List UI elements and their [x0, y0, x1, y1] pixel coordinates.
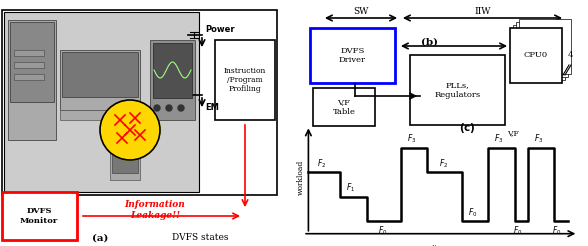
- Text: $F_2$: $F_2$: [317, 157, 326, 170]
- Text: $F_3$: $F_3$: [534, 133, 543, 145]
- Bar: [519, 19, 571, 74]
- Bar: [215, 40, 275, 120]
- Text: DVFS
Monitor: DVFS Monitor: [20, 207, 58, 225]
- Text: 4: 4: [568, 51, 573, 59]
- Bar: [110, 130, 140, 180]
- Text: $F_0$: $F_0$: [467, 207, 477, 219]
- Text: $F_3$: $F_3$: [407, 133, 416, 145]
- Text: workload: workload: [296, 159, 305, 195]
- Text: CPU0: CPU0: [524, 51, 548, 59]
- Text: $F_0$: $F_0$: [513, 225, 522, 237]
- Bar: [410, 55, 505, 125]
- Text: Instruction
/Program
Profiling: Instruction /Program Profiling: [224, 67, 266, 93]
- Bar: [60, 50, 140, 110]
- Bar: [2, 10, 277, 195]
- Bar: [60, 110, 140, 120]
- Text: Information
Leakage!!: Information Leakage!!: [125, 200, 185, 220]
- Text: $F_3$: $F_3$: [495, 133, 503, 145]
- Bar: [62, 52, 138, 97]
- Bar: [513, 25, 565, 80]
- Bar: [8, 20, 56, 140]
- Bar: [10, 22, 54, 102]
- Text: $F_0$: $F_0$: [552, 225, 562, 237]
- Bar: [14, 50, 44, 56]
- Text: Power: Power: [205, 26, 235, 34]
- Text: (b): (b): [422, 37, 439, 46]
- Circle shape: [100, 100, 160, 160]
- Text: time: time: [432, 245, 450, 246]
- Text: $F_2$: $F_2$: [439, 157, 448, 170]
- Bar: [153, 43, 192, 98]
- Bar: [313, 88, 375, 126]
- Circle shape: [166, 105, 172, 111]
- Bar: [516, 22, 568, 77]
- Bar: [14, 62, 44, 68]
- Text: $\mathbf{(c)}$: $\mathbf{(c)}$: [459, 121, 476, 135]
- Bar: [14, 74, 44, 80]
- Text: $F_0$: $F_0$: [377, 225, 387, 237]
- Text: V,F: V,F: [507, 129, 519, 137]
- Bar: [4, 12, 199, 192]
- Bar: [2, 192, 77, 240]
- Text: V,F
Table: V,F Table: [333, 98, 355, 116]
- Bar: [510, 28, 562, 83]
- Bar: [150, 40, 195, 120]
- Circle shape: [178, 105, 184, 111]
- Text: SW: SW: [353, 7, 369, 16]
- Circle shape: [154, 105, 160, 111]
- Text: $F_1$: $F_1$: [346, 182, 355, 194]
- Text: (a): (a): [92, 233, 108, 243]
- Text: DVFS states: DVFS states: [172, 233, 228, 243]
- Bar: [112, 133, 138, 173]
- Text: DVFS
Driver: DVFS Driver: [339, 47, 366, 64]
- Text: IIW: IIW: [475, 7, 491, 16]
- Text: PLLs,
Regulators: PLLs, Regulators: [435, 81, 480, 99]
- Text: EM: EM: [205, 103, 219, 111]
- Bar: [310, 28, 395, 83]
